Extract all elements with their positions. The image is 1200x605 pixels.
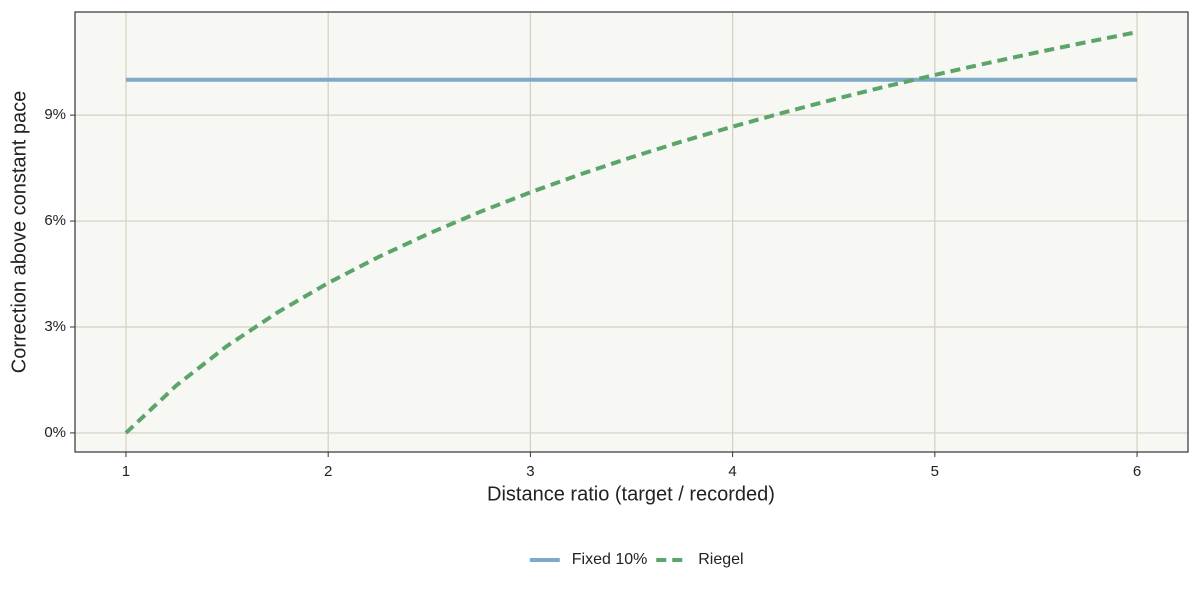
x-axis-label: Distance ratio (target / recorded) — [487, 483, 775, 505]
y-axis-label: Correction above constant pace — [8, 91, 30, 373]
y-tick-label: 3% — [44, 318, 66, 335]
line — [124, 30, 1138, 435]
x-tick-label: 6 — [1133, 463, 1141, 480]
y-tick-label: 0% — [44, 424, 66, 441]
legend-label: Riegel — [698, 551, 743, 568]
y-tick-label: 6% — [44, 212, 66, 229]
plot-border — [74, 11, 1189, 453]
x-tick-label: 5 — [931, 463, 939, 480]
x-tick-label: 4 — [728, 463, 736, 480]
x-tick-label: 3 — [526, 463, 534, 480]
x-tick-label: 1 — [122, 463, 130, 480]
legend-label: Fixed 10% — [572, 551, 648, 568]
x-tick-label: 2 — [324, 463, 332, 480]
y-tick-label: 9% — [44, 106, 66, 123]
plot-background — [75, 12, 1188, 452]
